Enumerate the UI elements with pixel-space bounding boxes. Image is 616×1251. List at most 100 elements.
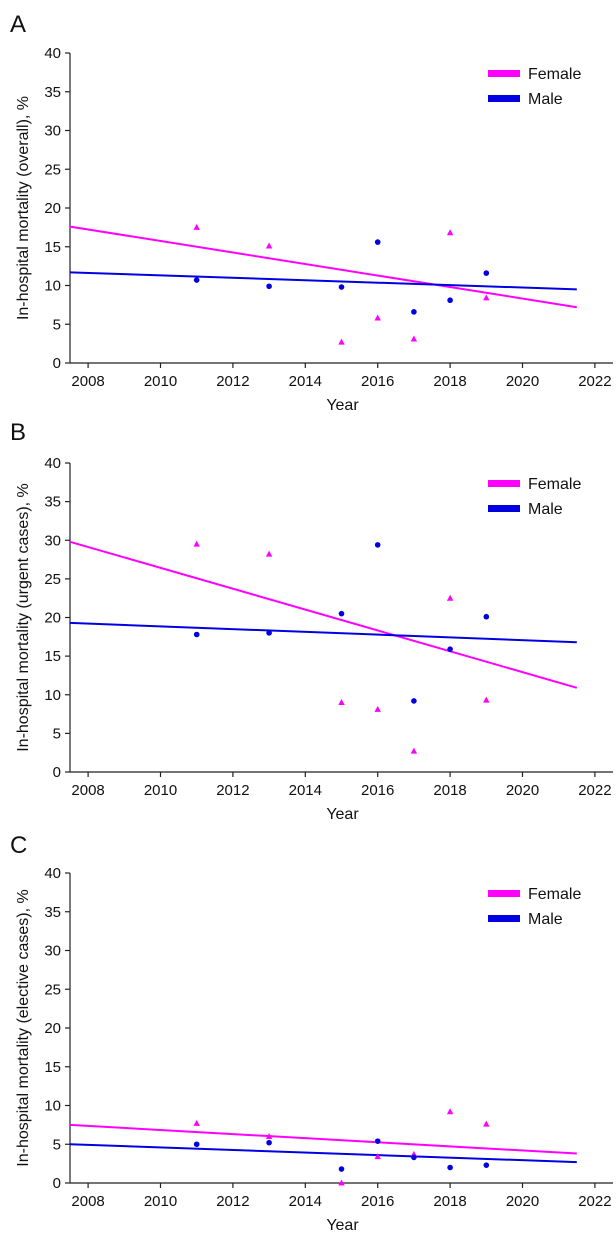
- legend-swatch-male: [488, 505, 520, 512]
- data-point-female: [338, 698, 345, 705]
- data-point-male: [447, 1164, 453, 1171]
- x-tick-label: 2022: [578, 373, 611, 390]
- x-tick-label: 2008: [71, 782, 104, 799]
- data-point-female: [374, 314, 381, 321]
- legend: Female Male: [488, 476, 581, 518]
- x-tick-label: 2014: [289, 373, 322, 390]
- x-tick-label: 2022: [578, 1193, 611, 1210]
- legend-label-male: Male: [528, 911, 563, 928]
- y-tick-label: 10: [44, 1098, 61, 1115]
- panel-letter: A: [10, 11, 26, 38]
- x-tick-label: 2014: [289, 782, 322, 799]
- legend-swatch-female: [488, 890, 520, 897]
- data-point-female: [446, 1108, 454, 1115]
- y-tick-label: 35: [44, 84, 61, 101]
- y-axis-title: In-hospital mortality (overall), %: [15, 96, 32, 320]
- y-tick-label: 35: [44, 904, 61, 921]
- trend-line-male: [69, 1143, 577, 1164]
- legend-label-female: Female: [528, 886, 581, 903]
- data-point-female: [446, 229, 454, 236]
- data-point-female: [265, 550, 273, 557]
- x-axis-title: Year: [326, 397, 359, 414]
- data-point-male: [411, 1154, 417, 1161]
- data-point-male: [483, 270, 490, 276]
- data-point-male: [266, 283, 272, 290]
- legend: Female Male: [488, 66, 581, 108]
- y-tick-label: 20: [44, 200, 61, 217]
- y-tick-label: 25: [44, 571, 61, 588]
- panel-letter: B: [10, 419, 26, 446]
- data-point-male: [338, 1166, 345, 1172]
- y-axis-title: In-hospital mortality (elective cases), …: [15, 889, 32, 1166]
- data-point-male: [374, 542, 381, 548]
- y-tick-label: 30: [44, 123, 61, 140]
- data-point-male: [447, 646, 453, 652]
- data-point-female: [338, 338, 345, 345]
- data-point-male: [338, 284, 345, 290]
- data-point-male: [266, 1139, 272, 1146]
- chart-panel-a: A 0 5 10 15 20 25 30 35 40 2008 2010 2012 2014 2016 201…: [10, 11, 613, 414]
- trend-line-female: [69, 540, 578, 689]
- x-tick-label: 2012: [216, 373, 249, 390]
- data-point-female: [483, 696, 490, 703]
- trend-line-male: [69, 271, 577, 291]
- legend-swatch-female: [488, 70, 520, 77]
- x-tick-label: 2016: [361, 373, 394, 390]
- data-point-female: [410, 335, 418, 342]
- data-point-male: [266, 630, 272, 636]
- trend-line-male: [69, 621, 577, 644]
- data-point-female: [265, 1133, 273, 1139]
- data-point-female: [410, 747, 418, 754]
- data-point-male: [374, 239, 381, 245]
- y-tick-label: 35: [44, 494, 61, 511]
- data-point-male: [193, 1141, 200, 1148]
- data-point-female: [374, 1153, 381, 1160]
- x-tick-label: 2020: [506, 373, 539, 390]
- data-point-female: [446, 594, 454, 601]
- legend-label-male: Male: [528, 91, 563, 108]
- y-tick-label: 40: [44, 865, 61, 882]
- data-point-female: [374, 705, 381, 712]
- panel-letter: C: [10, 832, 27, 859]
- data-point-female: [338, 1179, 345, 1186]
- y-tick-label: 25: [44, 981, 61, 998]
- y-tick-label: 10: [44, 687, 61, 704]
- legend-label-female: Female: [528, 476, 581, 493]
- chart-panel-b: B 0 5 10 15 20 25 30 35 40 2008 2010 2012 2014 2016 201…: [10, 419, 613, 823]
- y-tick-label: 20: [44, 1020, 61, 1037]
- data-point-male: [193, 631, 200, 638]
- data-point-male: [447, 297, 453, 304]
- trend-line-female: [69, 1123, 577, 1155]
- x-tick-label: 2010: [144, 373, 177, 390]
- y-tick-label: 5: [53, 316, 61, 333]
- y-tick-label: 25: [44, 161, 61, 178]
- data-point-female: [193, 540, 200, 547]
- y-tick-label: 0: [53, 1175, 61, 1192]
- x-tick-label: 2010: [144, 782, 177, 799]
- x-tick-label: 2012: [216, 782, 249, 799]
- y-tick-label: 40: [44, 455, 61, 472]
- x-tick-label: 2008: [71, 373, 104, 390]
- data-point-male: [483, 1162, 490, 1168]
- data-point-male: [483, 613, 490, 620]
- y-tick-label: 0: [53, 764, 61, 781]
- x-tick-label: 2018: [433, 782, 466, 799]
- data-point-female: [265, 242, 273, 249]
- data-point-male: [411, 698, 417, 704]
- x-tick-label: 2020: [506, 1193, 539, 1210]
- legend: Female Male: [488, 886, 581, 928]
- data-point-male: [338, 610, 345, 617]
- x-axis-title: Year: [326, 1217, 359, 1234]
- x-tick-label: 2012: [216, 1193, 249, 1210]
- x-axis-title: Year: [326, 806, 359, 823]
- trend-line-female: [69, 225, 577, 309]
- legend-swatch-female: [488, 480, 520, 487]
- x-tick-label: 2008: [71, 1193, 104, 1210]
- legend-swatch-male: [488, 915, 520, 922]
- legend-swatch-male: [488, 95, 520, 102]
- data-point-female: [483, 1120, 490, 1127]
- y-tick-label: 20: [44, 610, 61, 627]
- x-tick-label: 2014: [289, 1193, 322, 1210]
- data-point-male: [374, 1138, 381, 1144]
